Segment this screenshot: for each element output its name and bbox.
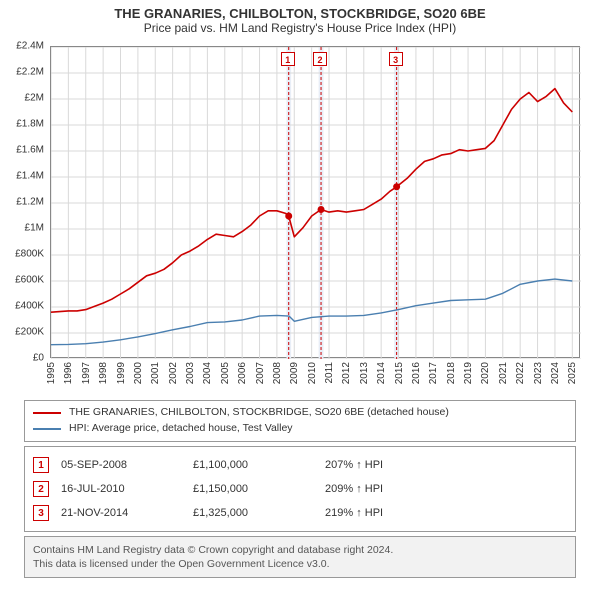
x-tick-label: 2007: [255, 362, 266, 384]
footer-attribution: Contains HM Land Registry data © Crown c…: [24, 536, 576, 578]
transaction-pct: 207% ↑ HPI: [325, 459, 445, 471]
x-tick-label: 2017: [428, 362, 439, 384]
chart-plot-area: [50, 46, 580, 358]
legend-item: HPI: Average price, detached house, Test…: [33, 421, 567, 437]
x-tick-label: 2023: [533, 362, 544, 384]
footer-line-1: Contains HM Land Registry data © Crown c…: [33, 543, 567, 557]
footer-line-2: This data is licensed under the Open Gov…: [33, 557, 567, 571]
transactions-table: 1 05-SEP-2008 £1,100,000 207% ↑ HPI 2 16-JUL-…: [24, 446, 576, 532]
x-tick-label: 2022: [515, 362, 526, 384]
chart-svg: [51, 47, 581, 359]
transaction-price: £1,100,000: [193, 459, 313, 471]
x-tick-label: 1997: [81, 362, 92, 384]
x-tick-label: 2006: [237, 362, 248, 384]
transaction-marker-1: 1: [281, 52, 295, 66]
y-tick-label: £200K: [15, 327, 44, 338]
x-tick-label: 1999: [116, 362, 127, 384]
y-tick-label: £400K: [15, 301, 44, 312]
x-tick-label: 2011: [324, 362, 335, 384]
y-tick-label: £0: [33, 353, 44, 364]
transaction-date: 21-NOV-2014: [61, 507, 181, 519]
transaction-number: 1: [33, 457, 49, 473]
y-tick-label: £1.6M: [16, 145, 44, 156]
x-tick-label: 2010: [307, 362, 318, 384]
x-tick-label: 2005: [220, 362, 231, 384]
x-tick-label: 1998: [98, 362, 109, 384]
x-tick-label: 2018: [446, 362, 457, 384]
x-tick-label: 2012: [341, 362, 352, 384]
y-tick-label: £1.4M: [16, 171, 44, 182]
x-tick-label: 2015: [394, 362, 405, 384]
y-axis-labels: £0£200K£400K£600K£800K£1M£1.2M£1.4M£1.6M…: [0, 46, 48, 358]
x-tick-label: 2021: [498, 362, 509, 384]
x-tick-label: 2019: [463, 362, 474, 384]
y-tick-label: £1M: [25, 223, 44, 234]
legend-box: THE GRANARIES, CHILBOLTON, STOCKBRIDGE, …: [24, 400, 576, 442]
transaction-row: 3 21-NOV-2014 £1,325,000 219% ↑ HPI: [33, 501, 567, 525]
x-tick-label: 2020: [480, 362, 491, 384]
transaction-price: £1,150,000: [193, 483, 313, 495]
x-tick-label: 1995: [46, 362, 57, 384]
transaction-date: 05-SEP-2008: [61, 459, 181, 471]
transaction-date: 16-JUL-2010: [61, 483, 181, 495]
legend-swatch: [33, 412, 61, 414]
y-tick-label: £600K: [15, 275, 44, 286]
x-tick-label: 2002: [168, 362, 179, 384]
chart-title: THE GRANARIES, CHILBOLTON, STOCKBRIDGE, …: [0, 0, 600, 21]
x-tick-label: 2004: [202, 362, 213, 384]
x-tick-label: 2000: [133, 362, 144, 384]
x-tick-label: 2001: [150, 362, 161, 384]
y-tick-label: £2.2M: [16, 67, 44, 78]
legend-label: THE GRANARIES, CHILBOLTON, STOCKBRIDGE, …: [69, 405, 449, 421]
transaction-marker-2: 2: [313, 52, 327, 66]
legend-label: HPI: Average price, detached house, Test…: [69, 421, 293, 437]
y-tick-label: £2.4M: [16, 41, 44, 52]
y-tick-label: £1.8M: [16, 119, 44, 130]
transaction-pct: 219% ↑ HPI: [325, 507, 445, 519]
y-tick-label: £2M: [25, 93, 44, 104]
transaction-number: 3: [33, 505, 49, 521]
y-tick-label: £800K: [15, 249, 44, 260]
x-tick-label: 2025: [567, 362, 578, 384]
x-tick-label: 2009: [289, 362, 300, 384]
x-tick-label: 2016: [411, 362, 422, 384]
legend-item: THE GRANARIES, CHILBOLTON, STOCKBRIDGE, …: [33, 405, 567, 421]
legend-swatch: [33, 428, 61, 430]
x-axis-labels: 1995199619971998199920002001200220032004…: [50, 360, 580, 396]
transaction-marker-3: 3: [389, 52, 403, 66]
chart-subtitle: Price paid vs. HM Land Registry's House …: [0, 21, 600, 39]
transaction-pct: 209% ↑ HPI: [325, 483, 445, 495]
x-tick-label: 2008: [272, 362, 283, 384]
transaction-price: £1,325,000: [193, 507, 313, 519]
x-tick-label: 2024: [550, 362, 561, 384]
transaction-row: 1 05-SEP-2008 £1,100,000 207% ↑ HPI: [33, 453, 567, 477]
y-tick-label: £1.2M: [16, 197, 44, 208]
x-tick-label: 1996: [63, 362, 74, 384]
x-tick-label: 2003: [185, 362, 196, 384]
transaction-number: 2: [33, 481, 49, 497]
transaction-row: 2 16-JUL-2010 £1,150,000 209% ↑ HPI: [33, 477, 567, 501]
x-tick-label: 2013: [359, 362, 370, 384]
x-tick-label: 2014: [376, 362, 387, 384]
